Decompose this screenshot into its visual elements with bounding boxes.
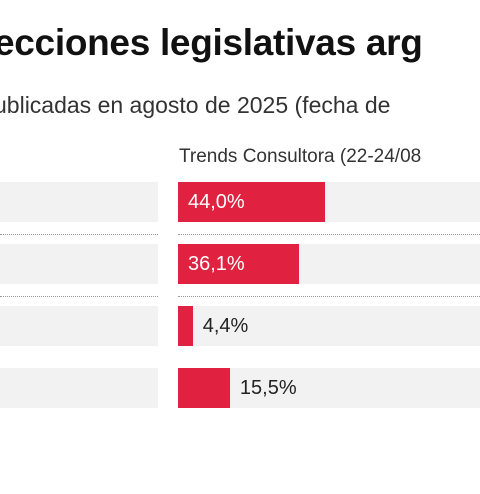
row-separator — [178, 234, 480, 235]
data-label: 15,5% — [239, 377, 297, 399]
bar-track — [0, 368, 158, 408]
chart-title: ecciones legislativas arg — [0, 22, 423, 63]
bar-track — [0, 244, 158, 284]
chart-subtitle: ublicadas en agosto de 2025 (fecha de — [0, 92, 391, 118]
bar — [178, 244, 299, 284]
bar-track — [0, 182, 158, 222]
data-label: 4,4% — [202, 315, 249, 337]
bar — [178, 368, 230, 408]
data-label: 44,0% — [188, 191, 245, 213]
bar-track — [178, 306, 480, 346]
bar — [178, 306, 193, 346]
data-label: 36,1% — [188, 253, 245, 275]
bar — [178, 182, 326, 222]
row-separator — [0, 234, 158, 235]
bar-track — [0, 306, 158, 346]
panel-title-trends: Trends Consultora (22-24/08 — [179, 146, 422, 167]
row-separator — [178, 296, 480, 297]
row-separator — [0, 296, 158, 297]
